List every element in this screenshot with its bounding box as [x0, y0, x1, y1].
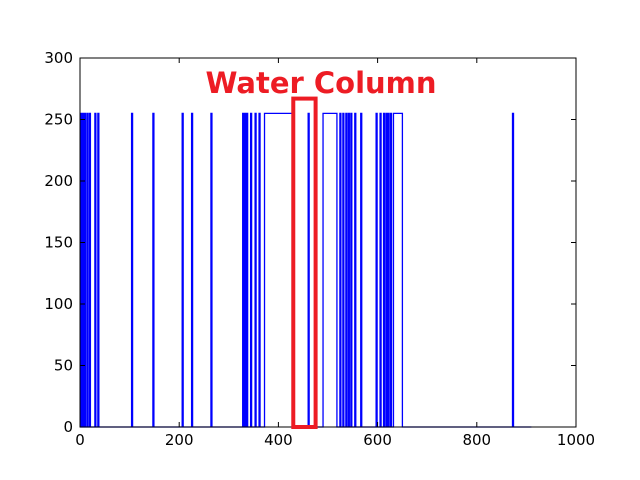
water-column-highlight-box: [291, 96, 318, 429]
y-tick-label: 300: [44, 49, 73, 67]
x-tick-label: 400: [264, 431, 293, 449]
y-tick-label: 100: [44, 295, 73, 313]
axis-ticks: [79, 57, 577, 428]
x-tick-label: 0: [75, 431, 85, 449]
axis-tick-labels: 0 200 400 600 800 1000 0 50 100 150 200 250 300: [44, 49, 595, 449]
y-tick-label: 250: [44, 111, 73, 129]
y-tick-label: 50: [54, 357, 73, 375]
water-column-label: Water Column: [205, 66, 436, 100]
y-tick-label: 0: [63, 418, 73, 436]
annotation-layer: Water Column: [205, 66, 437, 429]
x-tick-label: 1000: [557, 431, 595, 449]
x-tick-label: 200: [165, 431, 194, 449]
y-tick-label: 200: [44, 172, 73, 190]
x-tick-label: 600: [363, 431, 392, 449]
x-tick-label: 800: [462, 431, 491, 449]
y-tick-label: 150: [44, 234, 73, 252]
